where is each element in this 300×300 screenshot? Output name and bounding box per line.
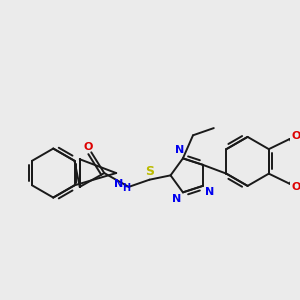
Text: N: N [172, 194, 181, 204]
Text: O: O [84, 142, 93, 152]
Text: N: N [175, 145, 184, 155]
Text: O: O [291, 182, 300, 192]
Text: N: N [205, 187, 214, 197]
Text: N: N [114, 179, 123, 189]
Text: S: S [146, 165, 154, 178]
Text: O: O [291, 130, 300, 141]
Text: H: H [122, 183, 130, 193]
